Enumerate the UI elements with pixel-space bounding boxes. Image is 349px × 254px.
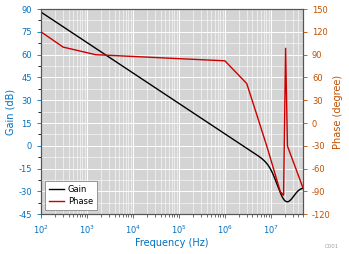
Gain (139, 77, 143, 80)
Gain (285, 200, 289, 203)
Gain (296, 189, 300, 193)
Phase (84, 51, 89, 54)
Phase (296, 172, 300, 176)
Gain (84, 41, 89, 44)
Y-axis label: Phase (degree): Phase (degree) (333, 75, 343, 149)
Gain (151, 85, 155, 88)
Gain (267, 166, 272, 169)
Gain (39, 11, 43, 14)
Phase (301, 186, 305, 189)
Phase (69, 47, 73, 51)
X-axis label: Frequency (Hz): Frequency (Hz) (135, 239, 209, 248)
Gain (69, 30, 73, 33)
Text: C001: C001 (324, 244, 339, 249)
Phase (39, 30, 43, 33)
Phase (267, 154, 272, 157)
Line: Gain: Gain (41, 12, 303, 202)
Line: Phase: Phase (41, 32, 303, 195)
Phase (151, 56, 155, 59)
Phase (139, 55, 143, 58)
Legend: Gain, Phase: Gain, Phase (45, 181, 97, 210)
Phase (281, 194, 285, 197)
Y-axis label: Gain (dB): Gain (dB) (6, 89, 16, 135)
Gain (301, 187, 305, 190)
